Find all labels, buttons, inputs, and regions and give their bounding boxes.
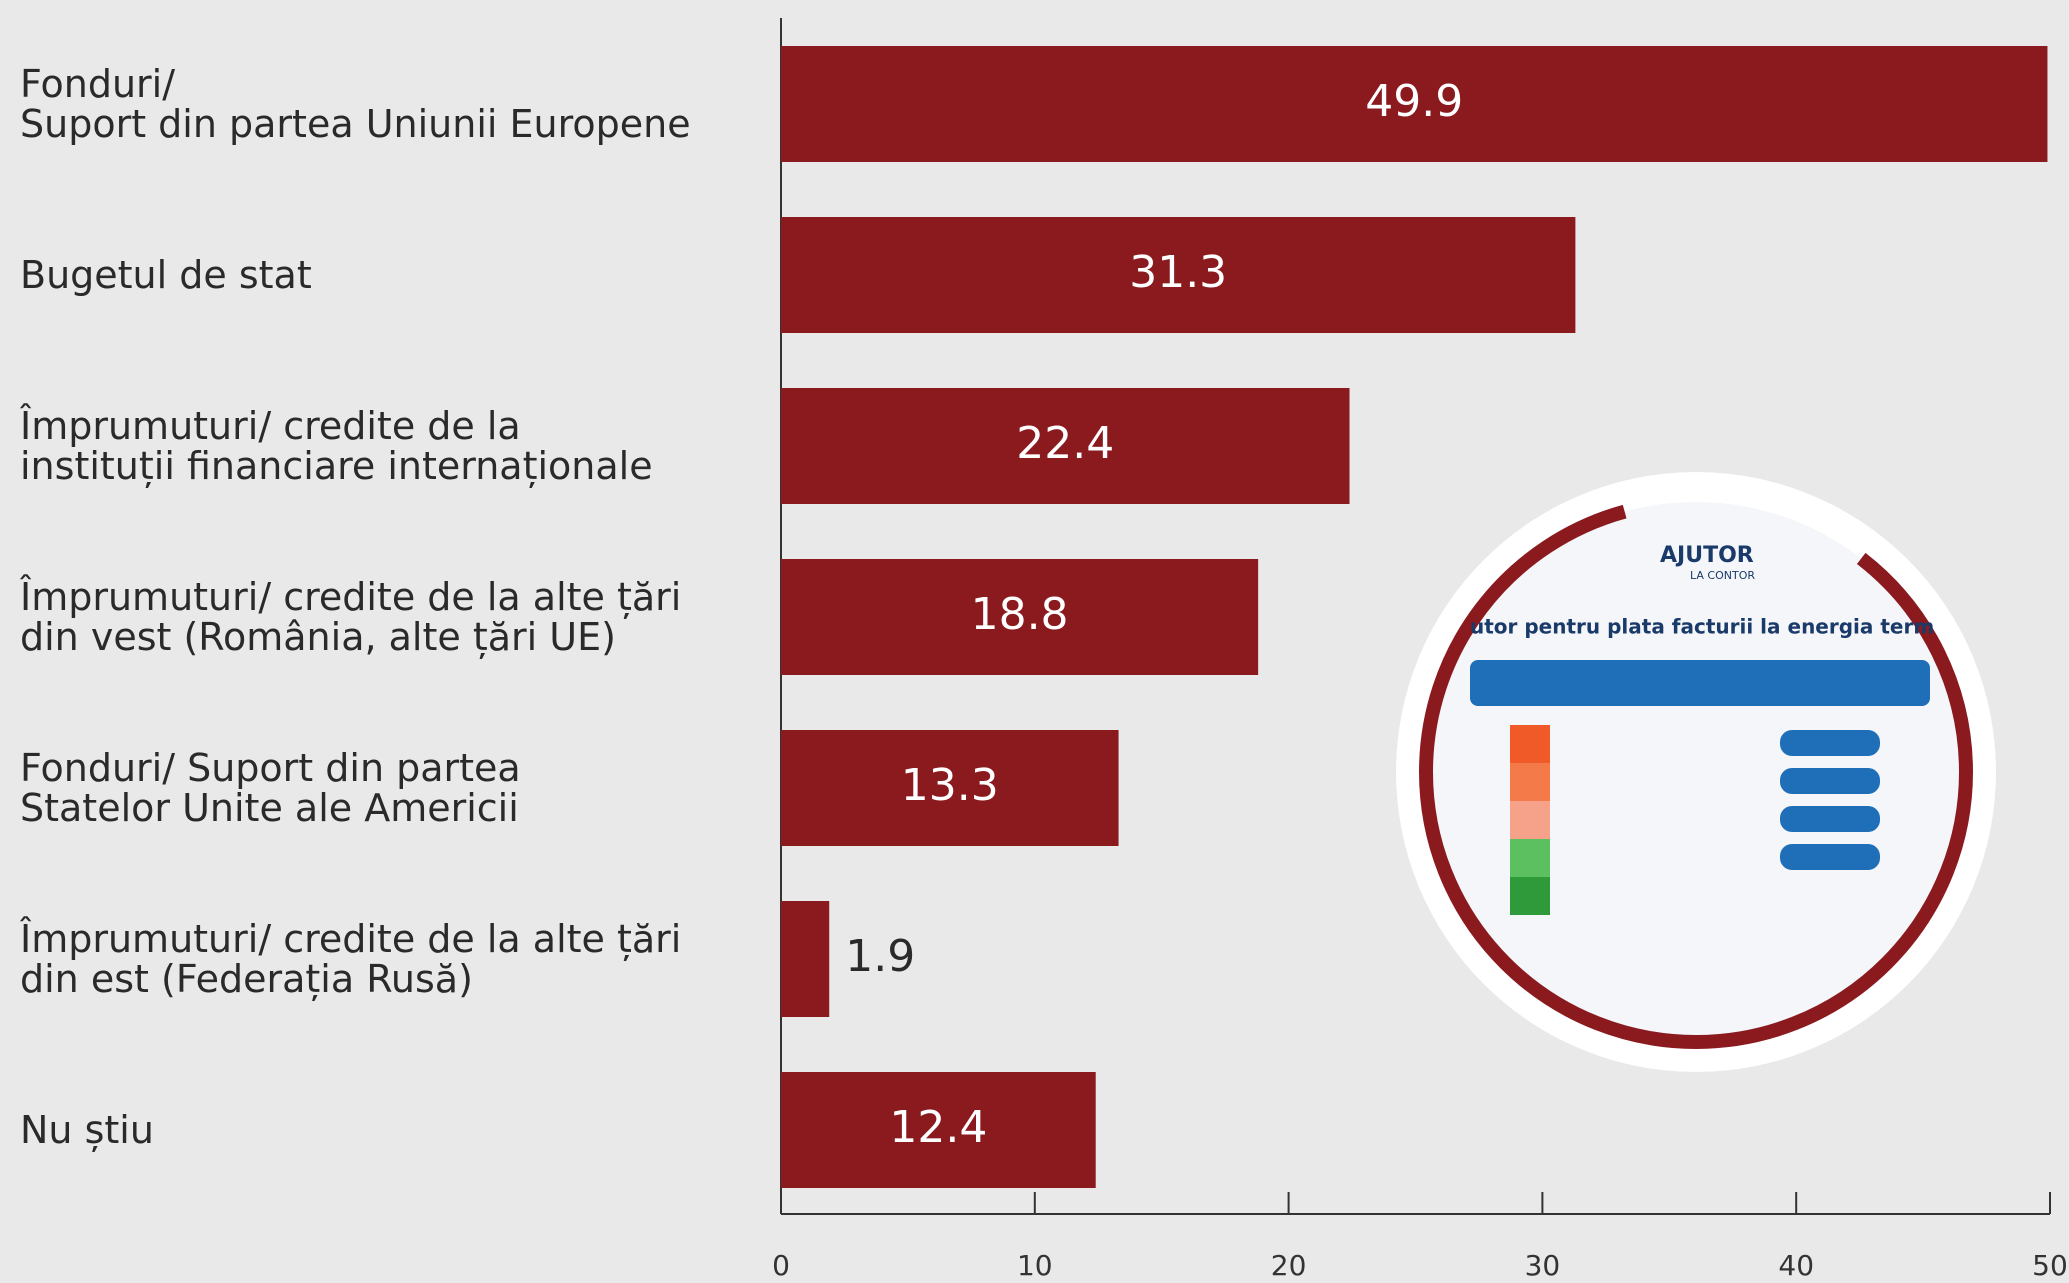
category-label: Bugetul de stat [20,253,312,297]
x-tick-label: 0 [772,1249,790,1282]
inset-image: AJUTOR LA CONTOR utor pentru plata factu… [1396,472,1996,1072]
value-label: 49.9 [1365,76,1463,127]
inset-swatch [1510,801,1550,839]
inset-table-header [1470,660,1930,706]
bar [781,388,1350,504]
inset-pill [1780,844,1880,870]
bar [781,1072,1096,1188]
inset-pill [1780,768,1880,794]
x-tick-label: 40 [1778,1249,1814,1282]
bar [781,46,2048,162]
inset-logo-sub: LA CONTOR [1690,569,1755,582]
inset-logo: AJUTOR [1660,543,1754,568]
inset-pill [1780,806,1880,832]
bar [781,559,1259,675]
bar [781,901,830,1017]
category-label: Fonduri/ Suport din partea Statelor Unit… [20,746,521,830]
value-label: 13.3 [901,760,999,811]
category-label: Nu știu [20,1108,154,1152]
inset-swatch [1510,763,1550,801]
x-tick-label: 20 [1271,1249,1307,1282]
inset-swatch [1510,877,1550,915]
category-label: Împrumuturi/ credite de la alte țări din… [20,575,682,659]
value-label: 1.9 [845,931,915,982]
category-label: Împrumuturi/ credite de la instituții fi… [20,404,653,488]
value-label: 18.8 [971,589,1069,640]
value-label: 31.3 [1129,247,1227,298]
category-label: Fonduri/ Suport din partea Uniunii Europ… [20,62,691,146]
value-label: 22.4 [1016,418,1114,469]
x-tick-label: 30 [1525,1249,1561,1282]
inset-heading: utor pentru plata facturii la energia te… [1470,615,1934,639]
category-label: Împrumuturi/ credite de la alte țări din… [20,917,682,1001]
inset-swatch [1510,725,1550,763]
value-label: 12.4 [889,1102,987,1153]
inset-ring [1419,495,1973,1049]
bar [781,730,1119,846]
inset-swatch [1510,839,1550,877]
x-tick-label: 50 [2032,1249,2068,1282]
inset-pill [1780,730,1880,756]
bar [781,217,1576,333]
x-tick-label: 10 [1017,1249,1053,1282]
